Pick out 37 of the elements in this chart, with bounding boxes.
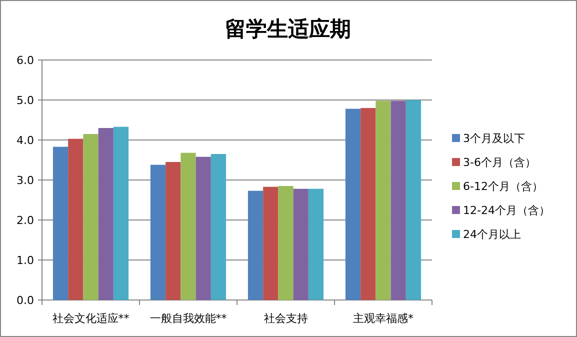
y-tick-label: 3.0 <box>16 174 34 187</box>
bar <box>406 100 422 300</box>
bar <box>83 134 98 300</box>
x-tick-label: 主观幸福感* <box>353 312 414 325</box>
bar <box>210 154 226 300</box>
bar <box>308 188 324 300</box>
bar <box>360 108 376 300</box>
bar <box>68 138 84 300</box>
bar <box>390 100 406 300</box>
bar <box>166 162 181 300</box>
bar <box>180 152 196 300</box>
bar <box>248 190 264 300</box>
chart-title: 留学生适应期 <box>225 17 351 41</box>
legend-label: 12-24个月（含） <box>463 204 550 217</box>
bar <box>150 164 166 300</box>
legend-label: 3个月及以下 <box>463 132 525 145</box>
legend-label: 6-12个月（含） <box>463 180 543 193</box>
bar <box>376 100 391 300</box>
y-tick-label: 2.0 <box>16 214 34 227</box>
bar <box>293 188 308 300</box>
bar <box>196 156 211 300</box>
y-tick-label: 1.0 <box>16 254 34 267</box>
legend-label: 3-6个月（含） <box>463 156 536 169</box>
legend-label: 24个月以上 <box>463 228 521 241</box>
x-tick-label: 社会支持 <box>264 312 308 325</box>
bar <box>113 126 129 300</box>
bar <box>263 186 278 300</box>
y-tick-label: 4.0 <box>16 134 34 147</box>
x-tick-label: 社会文化适应** <box>52 312 130 325</box>
y-tick-label: 5.0 <box>16 94 34 107</box>
y-tick-label: 0.0 <box>16 294 34 307</box>
y-tick-label: 6.0 <box>16 54 34 67</box>
x-tick-label: 一般自我效能** <box>150 312 228 325</box>
bar <box>52 146 68 300</box>
bar <box>98 128 114 300</box>
bar <box>278 186 294 300</box>
bar <box>345 108 361 300</box>
